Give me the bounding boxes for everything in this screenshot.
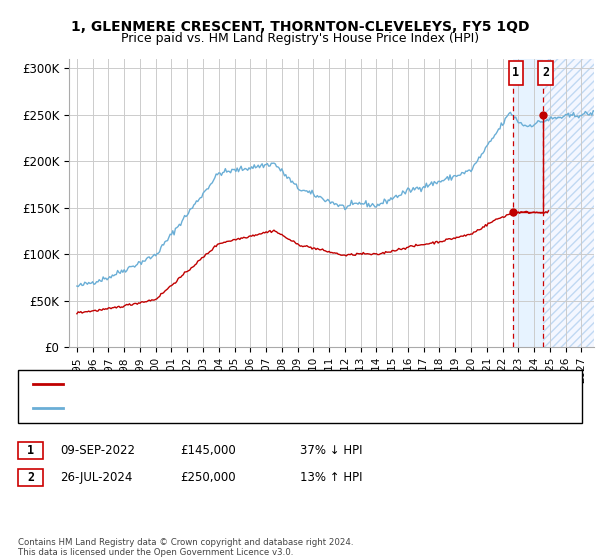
Text: £250,000: £250,000 xyxy=(180,470,236,484)
Text: Contains HM Land Registry data © Crown copyright and database right 2024.
This d: Contains HM Land Registry data © Crown c… xyxy=(18,538,353,557)
Text: 1: 1 xyxy=(27,444,34,458)
Bar xyxy=(543,59,594,347)
Text: 09-SEP-2022: 09-SEP-2022 xyxy=(60,444,135,458)
Text: 1, GLENMERE CRESCENT, THORNTON-CLEVELEYS, FY5 1QD (detached house): 1, GLENMERE CRESCENT, THORNTON-CLEVELEYS… xyxy=(69,380,473,390)
Text: HPI: Average price, detached house, Blackpool: HPI: Average price, detached house, Blac… xyxy=(69,403,313,413)
Bar xyxy=(514,59,543,347)
Text: £145,000: £145,000 xyxy=(180,444,236,458)
Text: 2: 2 xyxy=(27,470,34,484)
Text: 2: 2 xyxy=(542,66,549,80)
Text: Price paid vs. HM Land Registry's House Price Index (HPI): Price paid vs. HM Land Registry's House … xyxy=(121,32,479,45)
Text: 13% ↑ HPI: 13% ↑ HPI xyxy=(300,470,362,484)
FancyBboxPatch shape xyxy=(509,60,523,85)
Text: 37% ↓ HPI: 37% ↓ HPI xyxy=(300,444,362,458)
Text: 26-JUL-2024: 26-JUL-2024 xyxy=(60,470,133,484)
Text: 1: 1 xyxy=(512,66,520,80)
FancyBboxPatch shape xyxy=(538,60,553,85)
Bar xyxy=(543,59,594,347)
Text: 1, GLENMERE CRESCENT, THORNTON-CLEVELEYS, FY5 1QD: 1, GLENMERE CRESCENT, THORNTON-CLEVELEYS… xyxy=(71,20,529,34)
